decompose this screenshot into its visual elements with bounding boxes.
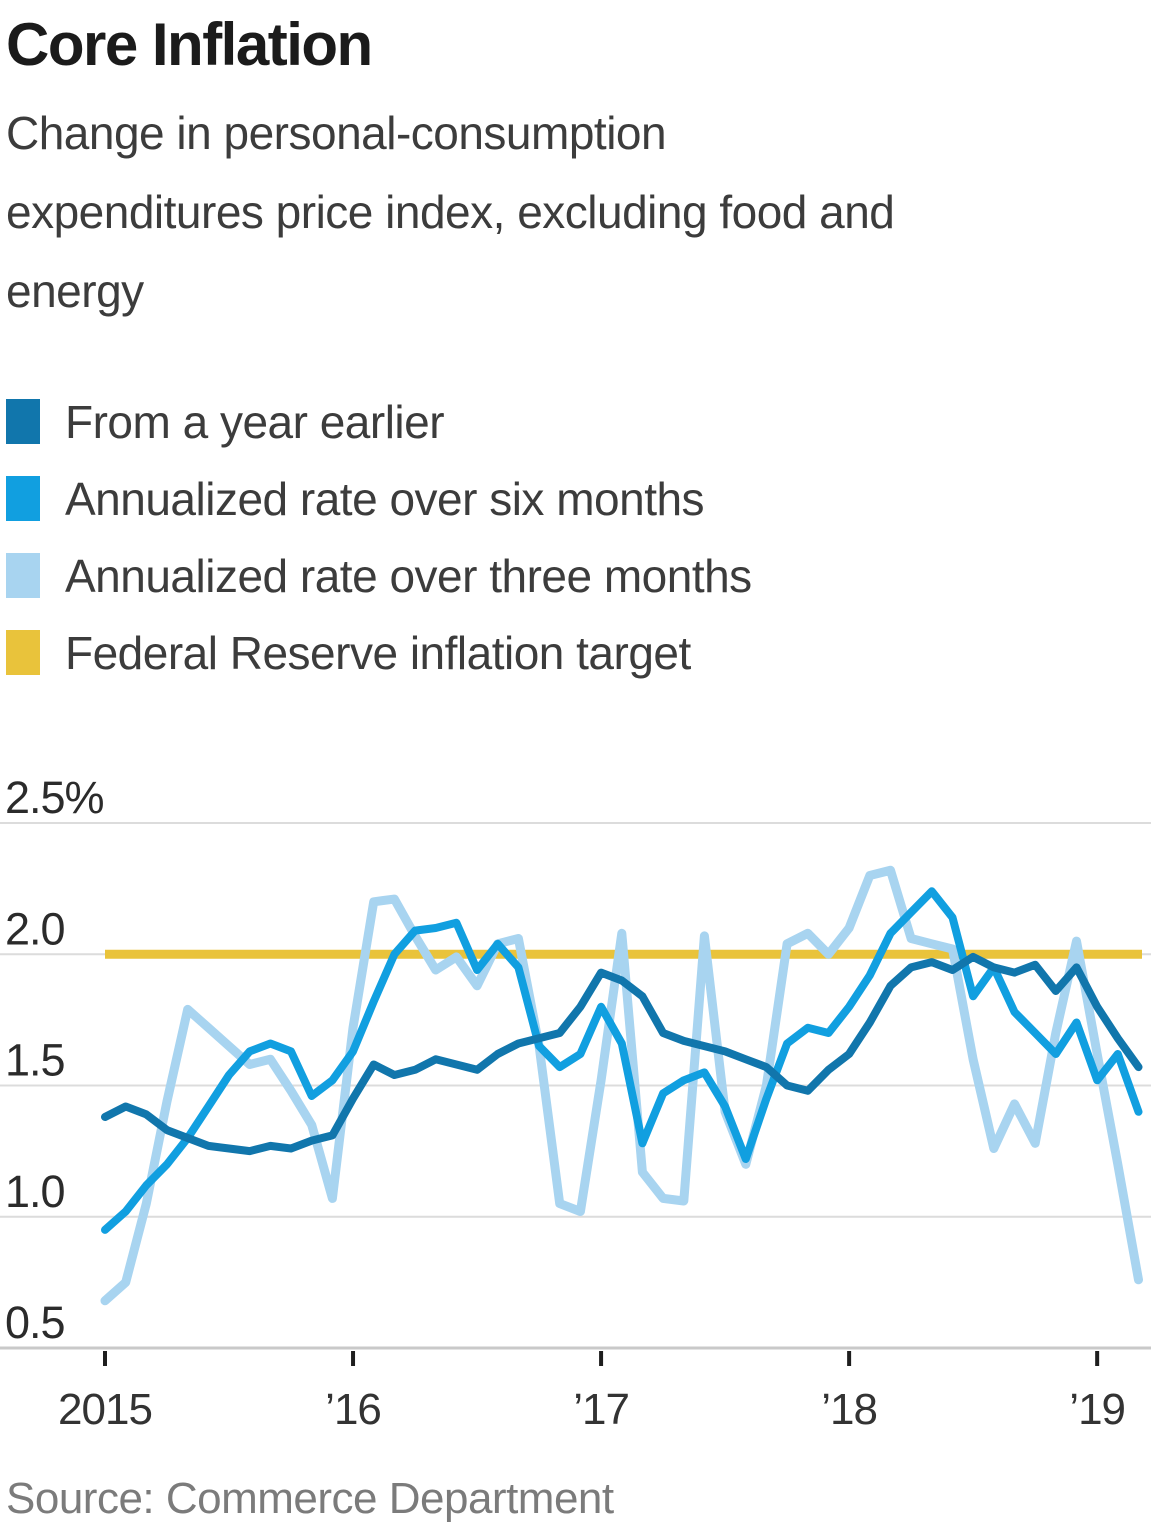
y-axis-label: 1.5 xyxy=(5,1035,65,1086)
legend-item-three-months: Annualized rate over three months xyxy=(6,537,752,614)
subtitle-line: energy xyxy=(6,265,144,317)
legend-label: Annualized rate over six months xyxy=(65,472,705,525)
legend-swatch-yellow xyxy=(6,630,40,675)
chart-subtitle: Change in personal-consumption expenditu… xyxy=(6,94,1136,331)
series-line-six-month xyxy=(101,887,1143,1234)
legend-swatch-light-blue xyxy=(6,553,40,598)
x-axis-label: ’16 xyxy=(325,1385,381,1434)
y-axis-label: 1.0 xyxy=(5,1166,65,1217)
y-axis-label: 0.5 xyxy=(5,1297,65,1348)
subtitle-line: Change in personal-consumption xyxy=(6,107,667,159)
subtitle-line: expenditures price index, excluding food… xyxy=(6,186,895,238)
y-axis-label: 2.5% xyxy=(5,772,104,823)
x-axis-label: ’17 xyxy=(573,1385,629,1434)
legend-label: Federal Reserve inflation target xyxy=(65,626,691,679)
legend-swatch-medium-blue xyxy=(6,476,40,521)
series-line-three-month xyxy=(100,865,1143,1306)
legend-item-from-a-year-earlier: From a year earlier xyxy=(6,383,752,460)
legend-item-fed-target: Federal Reserve inflation target xyxy=(6,614,752,691)
legend-swatch-dark-blue xyxy=(6,399,40,444)
x-axis-label: 2015 xyxy=(58,1385,152,1434)
legend-label: From a year earlier xyxy=(65,395,445,448)
legend-label: Annualized rate over three months xyxy=(65,549,752,602)
legend: From a year earlier Annualized rate over… xyxy=(6,383,752,691)
chart-title: Core Inflation xyxy=(6,11,373,78)
legend-item-six-months: Annualized rate over six months xyxy=(6,460,752,537)
series-line-year xyxy=(101,952,1143,1156)
x-axis-label: ’18 xyxy=(821,1385,877,1434)
source-note: Source: Commerce Department xyxy=(6,1474,614,1523)
y-axis-label: 2.0 xyxy=(5,903,65,954)
x-axis-label: ’19 xyxy=(1069,1385,1125,1434)
